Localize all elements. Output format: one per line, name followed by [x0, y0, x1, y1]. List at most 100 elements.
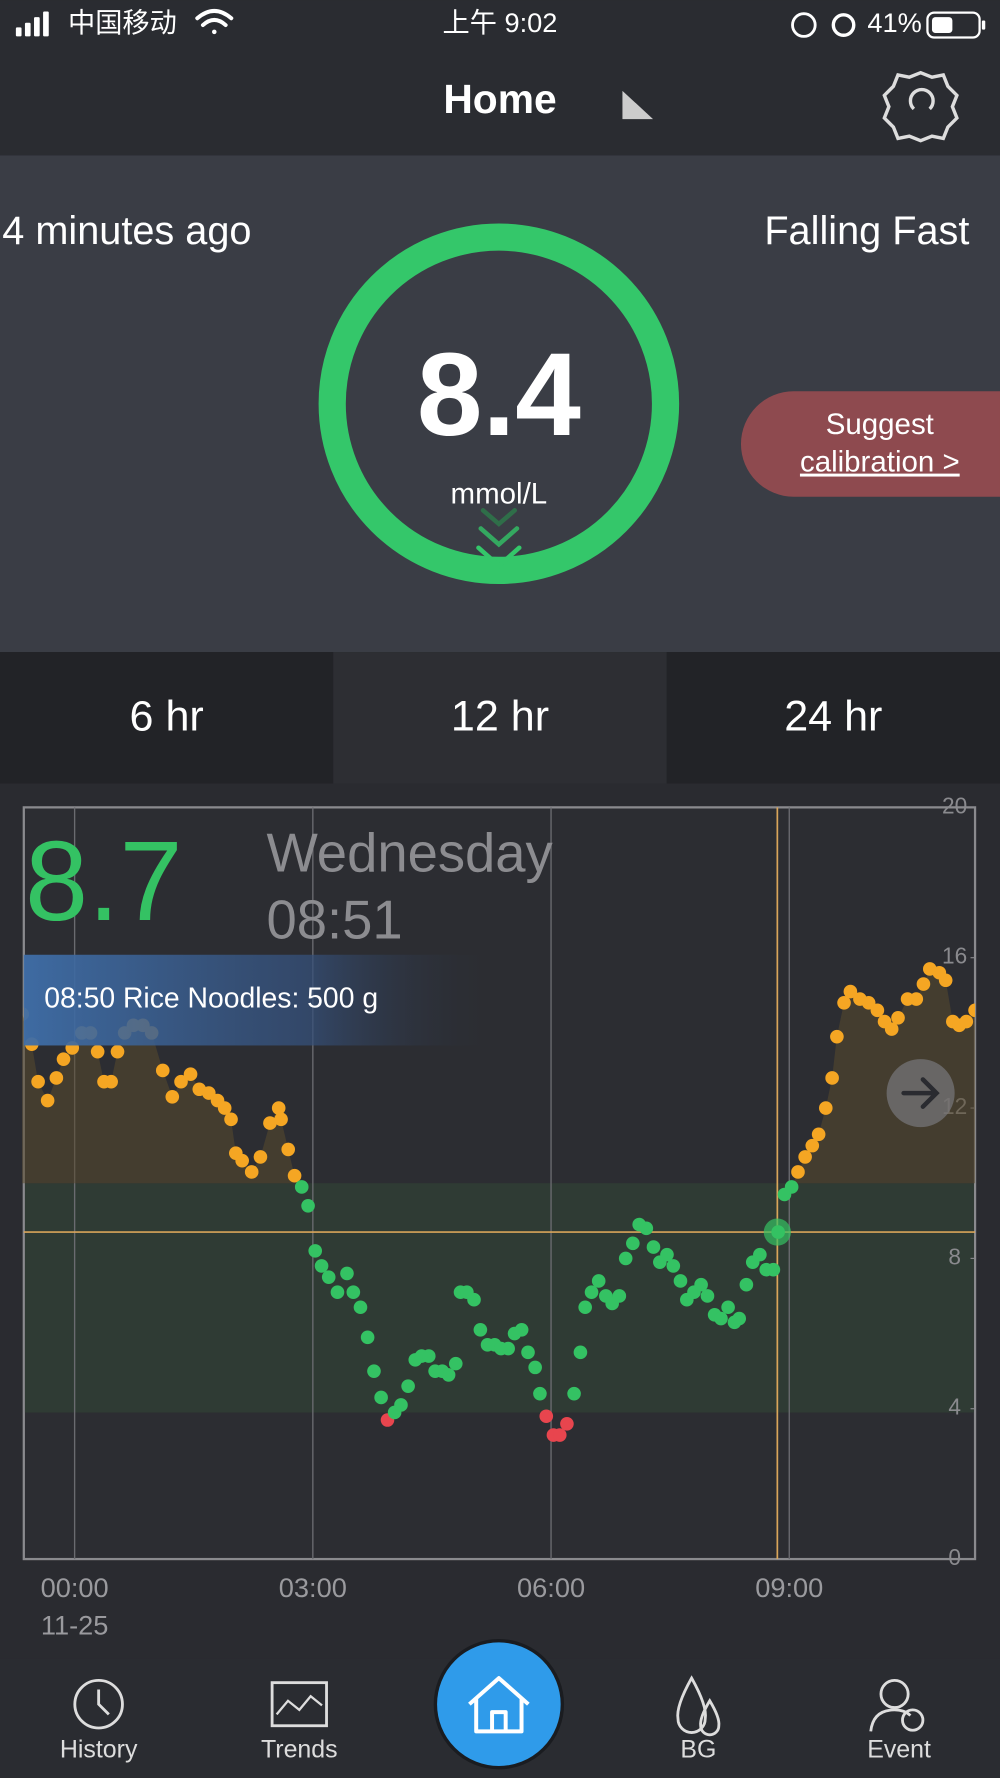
glucose-point	[837, 996, 851, 1010]
tab-bg[interactable]	[0, 652, 334, 784]
y-tick-label: 8	[948, 1243, 961, 1269]
glucose-point	[367, 1364, 381, 1378]
glucose-point	[666, 1259, 681, 1273]
glucose-point	[805, 1138, 820, 1153]
glucose-point	[394, 1398, 408, 1412]
nav-event[interactable]: Event	[867, 1678, 931, 1763]
glucose-point	[467, 1292, 481, 1307]
glucose-point	[567, 1386, 581, 1401]
glucose-point	[90, 1044, 105, 1059]
home-icon	[468, 1676, 530, 1734]
glucose-point	[514, 1322, 529, 1337]
gear-inner	[908, 87, 935, 111]
x-tick-label: 00:00	[41, 1572, 109, 1603]
nav-trends[interactable]: Trends	[261, 1681, 338, 1764]
glucose-point	[473, 1322, 488, 1337]
glucose-point	[31, 1074, 45, 1089]
annotation-banner	[23, 954, 501, 1046]
glucose-point	[294, 1180, 309, 1194]
glucose-point	[253, 1150, 268, 1164]
glucose-point	[968, 1003, 976, 1018]
header-title: Home	[443, 76, 556, 122]
glucose-point	[825, 1071, 839, 1085]
reading-ring	[318, 223, 680, 585]
trend-arrows	[476, 508, 522, 569]
glucose-point	[155, 1063, 170, 1078]
target-band	[24, 1183, 974, 1413]
home-button	[433, 1639, 565, 1770]
glucose-point	[40, 1093, 55, 1108]
history-hands	[97, 1689, 110, 1716]
glucose-point	[224, 1112, 238, 1127]
reading-value: 8.4	[417, 328, 581, 460]
glucose-point	[732, 1311, 747, 1326]
reading-unit: mmol/L	[451, 477, 548, 510]
glucose-point	[884, 1022, 899, 1036]
glucose-point	[271, 1101, 286, 1115]
glucose-point	[660, 1247, 674, 1262]
glucose-point	[174, 1074, 188, 1089]
scroll-button[interactable]	[886, 1059, 955, 1128]
tab-label[interactable]: 12 hr	[451, 692, 549, 740]
tab-label[interactable]: 24 hr	[784, 692, 882, 740]
glucose-point	[56, 1052, 71, 1066]
glucose-point	[798, 1150, 812, 1164]
battery-level	[931, 17, 953, 33]
glucose-point	[528, 1360, 542, 1375]
glucose-point	[618, 1251, 633, 1266]
selected-point	[763, 1218, 791, 1246]
glucose-point	[301, 1198, 315, 1213]
glucose-point	[870, 1003, 885, 1018]
glucose-point	[183, 1067, 198, 1082]
glucose-point	[584, 1285, 599, 1300]
nav-label: History	[60, 1735, 138, 1763]
alarm-icon	[831, 13, 856, 37]
glucose-point	[909, 992, 924, 1006]
glucose-point	[626, 1236, 640, 1251]
carrier: 中国移动	[68, 7, 177, 38]
gear-icon	[882, 70, 959, 143]
battery-tip	[981, 20, 986, 30]
x-tick-label: 03:00	[279, 1572, 347, 1603]
glucose-point	[217, 1101, 232, 1115]
glucose-point	[533, 1386, 547, 1401]
nav-history[interactable]: History	[60, 1678, 138, 1763]
glucose-point	[612, 1289, 627, 1303]
glucose-point	[274, 1112, 288, 1127]
nav-label: BG	[680, 1735, 716, 1763]
battery-percent: 41%	[867, 7, 921, 38]
glucose-point	[714, 1311, 728, 1326]
selected-value: 8.7	[25, 818, 183, 945]
glucose-point	[360, 1330, 375, 1345]
reading-age: 4 minutes ago	[2, 209, 251, 253]
glucose-point	[818, 1101, 833, 1115]
nav-home[interactable]	[433, 1639, 565, 1770]
glucose-point	[766, 1262, 781, 1277]
glucose-point	[791, 1165, 805, 1179]
y-tick-label: 20	[942, 792, 967, 818]
glucose-point	[321, 1270, 336, 1284]
nav-bg[interactable]: BG	[676, 1675, 721, 1763]
tab-bg[interactable]	[666, 652, 1000, 784]
glucose-point	[552, 1428, 567, 1442]
calibration-button[interactable]: Suggest calibration >	[740, 391, 1000, 497]
rotation-lock-icon	[791, 12, 817, 38]
points	[23, 962, 976, 1442]
high-area	[22, 968, 976, 1184]
nav-label: Event	[867, 1735, 931, 1763]
glucose-point	[353, 1300, 368, 1315]
glucose-point	[330, 1285, 345, 1300]
settings-button[interactable]	[882, 70, 959, 143]
glucose-point	[646, 1240, 661, 1254]
chart-layer: 00:0003:0006:0009:0011-250481216208.7Wed…	[22, 792, 976, 1640]
glucose-point	[244, 1165, 259, 1179]
glucose-point	[308, 1244, 323, 1258]
glucose-point	[110, 1044, 125, 1059]
glucose-point	[539, 1409, 554, 1424]
tab-bg-selected[interactable]	[333, 652, 667, 784]
tab-label[interactable]: 6 hr	[130, 692, 204, 740]
glucose-point	[700, 1289, 715, 1303]
glucose-point	[639, 1221, 654, 1236]
glucose-point	[560, 1416, 574, 1431]
